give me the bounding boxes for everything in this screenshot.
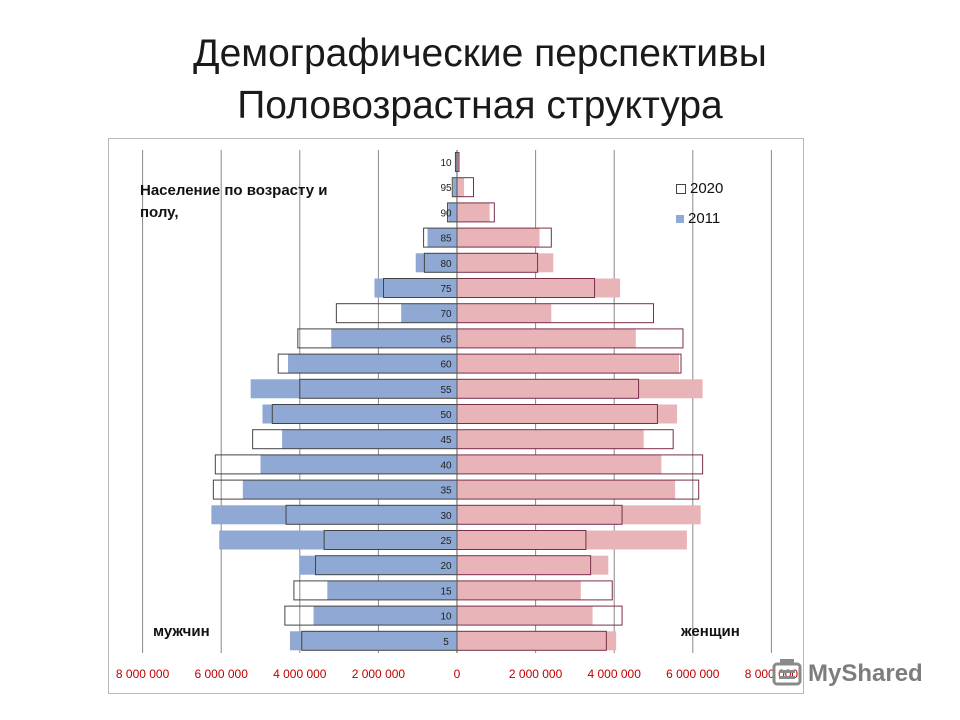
bar-male-2011 (415, 253, 457, 273)
watermark-text: MyShared (808, 660, 923, 687)
x-tick-label: 2 000 000 (352, 667, 406, 681)
bar-male-2011 (260, 454, 457, 474)
age-label: 65 (440, 334, 452, 345)
bar-female-2011 (457, 253, 554, 273)
bar-male-2011 (427, 228, 457, 248)
bar-female-2011 (457, 530, 687, 550)
bar-female-2011 (457, 177, 465, 197)
age-label: 10 (440, 612, 452, 623)
age-label: 20 (440, 561, 452, 572)
x-tick-label: 4 000 000 (588, 667, 642, 681)
x-tick-label: 8 000 000 (116, 667, 170, 681)
bar-male-2011 (282, 429, 457, 449)
bar-female-2011 (457, 228, 540, 248)
legend-label-2011: 2011 (688, 210, 721, 227)
age-label: 90 (440, 208, 452, 219)
bar-male-2011 (299, 555, 457, 575)
age-label: 15 (440, 586, 452, 597)
bar-male-2011 (288, 354, 457, 374)
age-label: 40 (440, 460, 452, 471)
bar-female-2011 (457, 580, 581, 600)
bar-male-2011 (211, 505, 457, 525)
bar-male-2011 (455, 152, 457, 172)
age-label: 10 (440, 158, 452, 169)
bar-male-2011 (374, 278, 457, 298)
bar-female-2011 (457, 555, 609, 575)
bar-female-2011 (457, 429, 644, 449)
age-label: 70 (440, 309, 452, 320)
bar-male-2011 (262, 404, 457, 424)
bar-male-2011 (242, 480, 457, 500)
bar-male-2011 (219, 530, 457, 550)
age-label: 60 (440, 360, 452, 371)
bar-male-2011 (327, 580, 457, 600)
bar-male-2011 (289, 631, 457, 651)
bar-male-2011 (453, 177, 457, 197)
chart-title: Население по возрасту и полу, (140, 182, 328, 221)
age-label: 95 (440, 183, 452, 194)
age-label: 80 (440, 259, 452, 270)
legend-swatch-2011 (676, 215, 684, 224)
bar-male-2011 (448, 202, 457, 222)
bar-male-2011 (250, 379, 457, 399)
bar-female-2011 (457, 379, 703, 399)
x-tick-label: 6 000 000 (195, 667, 249, 681)
bar-female-2011 (457, 631, 617, 651)
x-tick-label: 4 000 000 (273, 667, 327, 681)
x-tick-label: 6 000 000 (666, 667, 720, 681)
men-side-label: мужчин (153, 623, 210, 640)
bar-female-2011 (457, 404, 678, 424)
bar-female-2011 (457, 303, 552, 323)
bar-female-2011 (457, 202, 490, 222)
age-label: 45 (440, 435, 452, 446)
bar-female-2011 (457, 606, 593, 626)
legend-entry-2020: 2020 (676, 180, 723, 197)
bar-male-2011 (313, 606, 457, 626)
x-tick-label: 0 (454, 667, 461, 681)
legend-label-2020: 2020 (690, 180, 724, 197)
bar-male-2011 (331, 328, 457, 348)
bar-female-2011 (457, 454, 662, 474)
bar-female-2011 (457, 152, 460, 172)
chart-frame (108, 138, 804, 694)
age-label: 30 (440, 511, 452, 522)
watermark: MyShared (770, 656, 950, 696)
watermark-logo-icon (772, 659, 802, 686)
page-title: Демографические перспективы (193, 32, 767, 75)
legend-entry-2011: 2011 (676, 210, 720, 227)
legend-swatch-2020 (676, 184, 686, 195)
age-label: 5 (443, 637, 449, 648)
page-subtitle: Половозрастная структура (237, 84, 723, 127)
bar-female-2011 (457, 505, 701, 525)
age-label: 35 (440, 486, 452, 497)
age-label: 25 (440, 536, 452, 547)
age-label: 50 (440, 410, 452, 421)
bar-female-2011 (457, 278, 621, 298)
bar-male-2011 (401, 303, 457, 323)
age-label: 85 (440, 234, 452, 245)
women-side-label: женщин (681, 623, 740, 640)
age-label: 75 (440, 284, 452, 295)
bar-female-2011 (457, 480, 676, 500)
bar-female-2011 (457, 328, 636, 348)
bar-female-2011 (457, 354, 680, 374)
age-label: 55 (440, 385, 452, 396)
x-tick-label: 2 000 000 (509, 667, 563, 681)
